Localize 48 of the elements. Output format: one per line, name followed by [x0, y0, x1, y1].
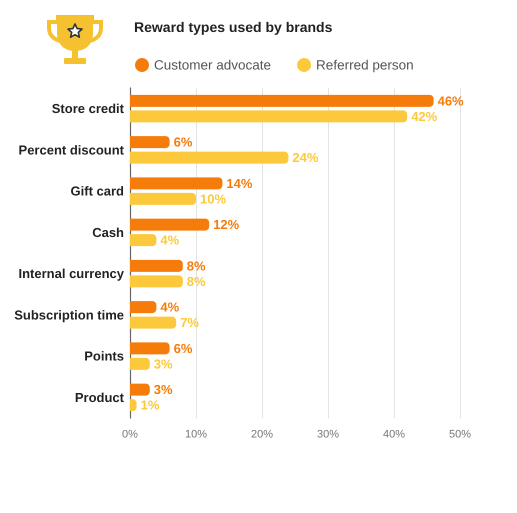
chart-title: Reward types used by brands [134, 19, 333, 35]
y-tick-label: Store credit [52, 101, 125, 116]
bar [130, 384, 150, 396]
legend-label: Customer advocate [154, 58, 272, 72]
bar [130, 192, 196, 205]
bar [130, 177, 222, 190]
y-tick-label: Internal currency [18, 266, 125, 282]
y-tick-label: Percent discount [18, 142, 125, 158]
data-label: 8% [186, 258, 206, 274]
data-label: 3% [154, 356, 174, 372]
y-tick-label: Cash [92, 224, 124, 240]
data-label: 7% [180, 315, 200, 330]
bar [130, 316, 176, 329]
x-tick-label: 10% [184, 428, 208, 440]
bar [130, 234, 156, 246]
bar [130, 218, 210, 231]
x-tick-label: 20% [250, 428, 274, 440]
bar [130, 301, 156, 314]
bar [130, 358, 150, 370]
x-tick-label: 0% [122, 428, 138, 440]
data-label: 14% [226, 176, 253, 191]
bar [130, 152, 288, 164]
data-label: 6% [174, 340, 193, 356]
bar [130, 342, 170, 354]
data-label: 4% [160, 300, 180, 315]
y-tick-label: Gift card [70, 184, 124, 199]
data-label: 12% [213, 217, 240, 232]
data-label: 8% [186, 274, 206, 289]
legend-label: Referred person [316, 58, 414, 72]
data-label: 46% [438, 93, 464, 108]
bar [130, 275, 183, 288]
data-label: 42% [411, 108, 438, 124]
bar [130, 110, 408, 122]
data-label: 1% [140, 398, 160, 413]
data-label: 4% [160, 232, 180, 248]
x-tick-label: 30% [316, 428, 340, 440]
data-label: 3% [154, 382, 174, 398]
y-tick-label: Points [84, 348, 124, 364]
data-label: 10% [200, 191, 226, 206]
bar [130, 94, 434, 107]
x-tick-label: 50% [448, 428, 472, 440]
y-tick-label: Product [74, 390, 125, 405]
bar [130, 136, 170, 148]
x-tick-label: 40% [382, 428, 406, 440]
data-label: 24% [292, 150, 319, 166]
y-tick-label: Subscription time [14, 307, 124, 322]
bar [130, 260, 183, 272]
data-label: 6% [174, 134, 193, 150]
